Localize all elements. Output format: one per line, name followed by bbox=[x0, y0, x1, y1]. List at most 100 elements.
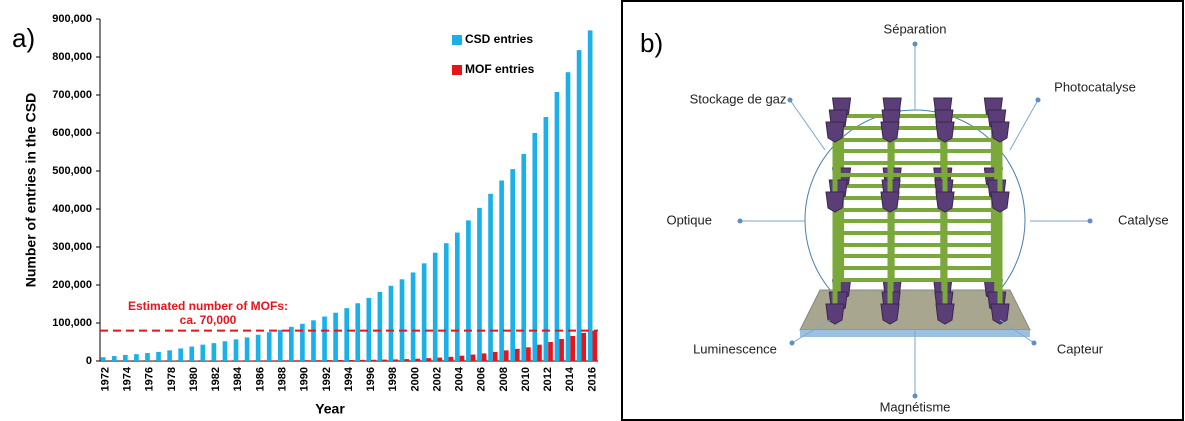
bar bbox=[277, 329, 283, 361]
bar bbox=[581, 332, 587, 361]
leader-dot bbox=[1035, 97, 1041, 103]
leader-dot bbox=[737, 218, 743, 224]
x-tick-label: 2010 bbox=[520, 367, 532, 391]
bar bbox=[448, 356, 454, 361]
bar bbox=[503, 350, 509, 361]
y-tick-label: 400,000 bbox=[52, 203, 92, 215]
bar bbox=[322, 316, 327, 361]
bar bbox=[532, 133, 538, 361]
bar bbox=[470, 354, 476, 361]
legend-swatch bbox=[452, 65, 462, 75]
bar bbox=[227, 360, 232, 361]
bar bbox=[349, 359, 354, 361]
bar bbox=[399, 279, 405, 361]
bar bbox=[100, 357, 106, 361]
legend-swatch bbox=[452, 35, 462, 45]
bar bbox=[326, 360, 332, 361]
bar bbox=[289, 326, 294, 361]
bar bbox=[515, 348, 520, 361]
bar bbox=[481, 353, 487, 361]
y-axis-title: Number of entries in the CSD bbox=[23, 93, 39, 287]
node bbox=[825, 303, 845, 325]
bar bbox=[554, 91, 560, 362]
bar bbox=[200, 344, 206, 361]
bar bbox=[543, 117, 549, 361]
node bbox=[880, 303, 900, 325]
bar bbox=[432, 252, 438, 361]
leader-line bbox=[791, 319, 831, 344]
leader-line bbox=[999, 319, 1035, 344]
bar bbox=[304, 360, 310, 361]
x-tick-label: 2006 bbox=[476, 367, 488, 391]
bar bbox=[371, 359, 376, 361]
bar bbox=[337, 360, 343, 361]
bar bbox=[388, 285, 394, 361]
x-tick-label: 1976 bbox=[144, 367, 156, 391]
x-tick-label: 1998 bbox=[387, 367, 399, 391]
y-tick-label: 100,000 bbox=[52, 317, 92, 329]
bar bbox=[576, 50, 582, 361]
leader-dot bbox=[912, 393, 918, 399]
bar bbox=[355, 303, 361, 361]
node-label: Optique bbox=[666, 212, 712, 227]
bar bbox=[178, 348, 183, 361]
bar bbox=[426, 358, 432, 361]
bar bbox=[145, 353, 150, 361]
bar bbox=[477, 207, 482, 361]
bar bbox=[443, 243, 449, 361]
bar bbox=[437, 357, 443, 361]
bar bbox=[410, 272, 416, 361]
x-axis-title: Year bbox=[315, 401, 345, 417]
y-tick-label: 700,000 bbox=[52, 89, 92, 101]
node-label: Stockage de gaz bbox=[690, 91, 787, 106]
y-tick-label: 800,000 bbox=[52, 51, 92, 63]
bar bbox=[111, 356, 117, 361]
bar bbox=[537, 344, 542, 361]
bar bbox=[570, 335, 575, 361]
bar bbox=[244, 337, 250, 361]
x-tick-label: 2000 bbox=[409, 367, 421, 391]
node-label: Luminescence bbox=[693, 341, 777, 356]
node-label: Photocatalyse bbox=[1054, 79, 1136, 94]
x-tick-label: 2002 bbox=[431, 367, 443, 391]
bar bbox=[233, 339, 239, 361]
bar bbox=[548, 342, 553, 361]
x-tick-label: 1996 bbox=[365, 367, 377, 391]
bar bbox=[300, 323, 305, 361]
bar bbox=[421, 263, 427, 361]
x-tick-label: 1974 bbox=[122, 366, 134, 391]
bar bbox=[466, 220, 471, 361]
bar bbox=[377, 291, 383, 361]
panel-frame bbox=[621, 0, 1184, 421]
bar bbox=[282, 360, 288, 361]
y-tick-label: 200,000 bbox=[52, 279, 92, 291]
node bbox=[935, 121, 955, 143]
leader-dot bbox=[789, 340, 795, 346]
bar bbox=[565, 72, 571, 361]
bar bbox=[492, 351, 498, 361]
bar bbox=[255, 334, 261, 361]
bar bbox=[526, 347, 531, 361]
bar bbox=[134, 354, 139, 361]
bar bbox=[123, 354, 128, 361]
bar bbox=[293, 360, 299, 361]
node bbox=[935, 303, 955, 325]
bar bbox=[271, 360, 277, 361]
bar bbox=[315, 360, 321, 361]
bar bbox=[360, 359, 365, 361]
x-tick-label: 2008 bbox=[498, 367, 510, 391]
bar bbox=[189, 346, 195, 361]
x-tick-label: 1980 bbox=[188, 367, 200, 391]
bar bbox=[510, 169, 515, 361]
bar bbox=[167, 350, 172, 361]
bar bbox=[344, 308, 349, 361]
leader-dot bbox=[787, 97, 793, 103]
node bbox=[880, 191, 900, 213]
bar bbox=[559, 338, 564, 361]
panel-label: a) bbox=[12, 23, 35, 53]
leader-line bbox=[789, 99, 826, 151]
leader-dot bbox=[912, 41, 918, 47]
bar bbox=[222, 341, 228, 361]
bar bbox=[592, 330, 598, 361]
